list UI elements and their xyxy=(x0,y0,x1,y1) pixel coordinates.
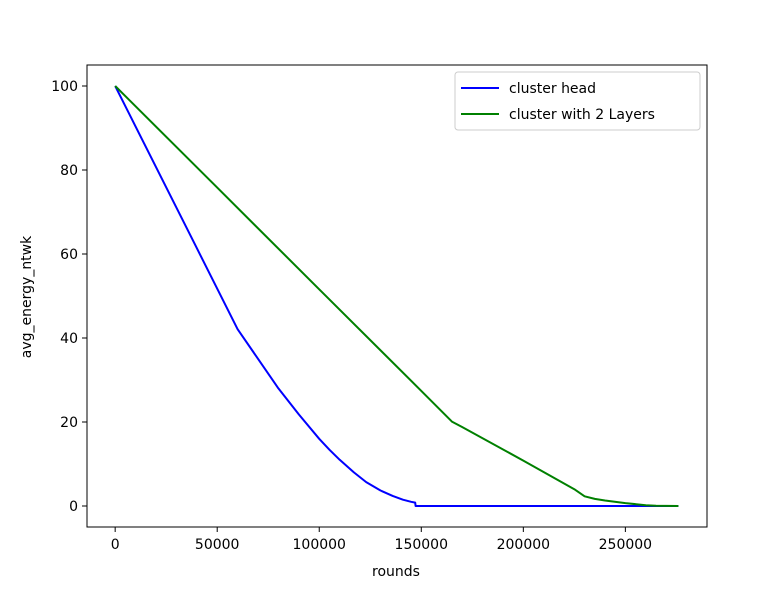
y-tick-label: 60 xyxy=(60,247,78,263)
x-tick-label: 250000 xyxy=(599,537,652,553)
x-tick-label: 0 xyxy=(111,537,120,553)
x-tick-label: 100000 xyxy=(293,537,346,553)
x-axis-label: rounds xyxy=(372,564,420,580)
x-tick-label: 200000 xyxy=(497,537,550,553)
y-tick-label: 0 xyxy=(69,499,78,515)
legend: cluster head cluster with 2 Layers xyxy=(454,71,701,131)
legend-label: cluster head xyxy=(509,81,596,97)
x-tick-label: 150000 xyxy=(395,537,448,553)
y-tick-label: 80 xyxy=(60,163,78,179)
y-tick-label: 100 xyxy=(51,79,78,95)
legend-box xyxy=(454,71,701,131)
plot-frame xyxy=(86,64,708,528)
y-axis: 0 20 40 60 80 100 xyxy=(51,79,87,515)
y-axis-label: avg_energy_ntwk xyxy=(19,235,35,358)
x-axis: 0 50000 100000 150000 200000 250000 xyxy=(111,527,652,553)
series-line-cluster-head xyxy=(114,85,679,507)
y-tick-label: 40 xyxy=(60,331,78,347)
plot-area xyxy=(114,85,679,507)
y-tick-label: 20 xyxy=(60,415,78,431)
legend-label: cluster with 2 Layers xyxy=(509,107,655,123)
series-line-cluster-with-2-layers xyxy=(114,85,679,507)
x-tick-label: 50000 xyxy=(195,537,240,553)
